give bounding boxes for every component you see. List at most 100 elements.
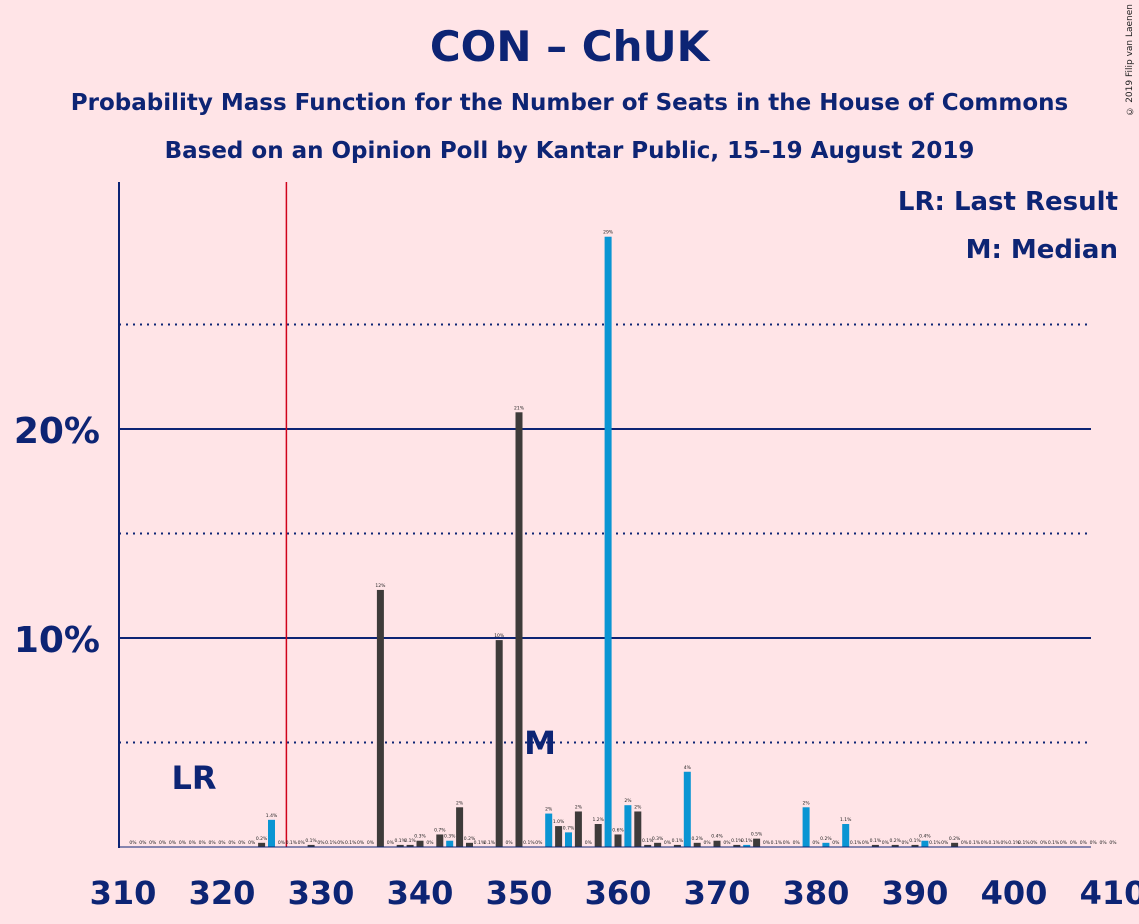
bar-seat-383 [842, 824, 850, 847]
bar-value-label: 0% [189, 840, 197, 846]
bar-value-label: 0% [862, 840, 870, 846]
bar-value-label: 1.1% [840, 817, 852, 823]
bar-value-label: 0.1% [345, 840, 357, 846]
bar-value-label: 0.4% [711, 834, 723, 840]
bar-value-label: 0% [228, 840, 236, 846]
bar-value-label: 0.1% [1048, 840, 1060, 846]
bar-seat-386 [871, 844, 879, 847]
bar-value-label: 0.4% [919, 834, 931, 840]
bar-seat-338 [396, 844, 404, 847]
bar-value-label: 0.1% [523, 840, 535, 846]
legend-last-result: LR: Last Result [898, 187, 1118, 217]
bar-value-label: 0.1% [325, 840, 337, 846]
x-tick-label: 340 [387, 874, 454, 912]
bar-seat-348 [495, 640, 503, 847]
bar-value-label: 21% [514, 405, 525, 411]
bar-value-label: 0% [763, 840, 771, 846]
last-result-marker: LR [171, 759, 216, 797]
bar-seat-381 [822, 842, 830, 847]
bar-value-label: 0% [1060, 840, 1068, 846]
bar-seat-390 [911, 844, 919, 847]
bar-value-label: 10% [494, 633, 505, 639]
x-tick-label: 350 [486, 874, 553, 912]
bar-value-label: 0% [199, 840, 207, 846]
bar-value-label: 0% [1109, 840, 1117, 846]
bar-seat-363 [644, 844, 652, 847]
bar-value-label: 0% [506, 840, 514, 846]
bar-seat-353 [545, 813, 553, 847]
bar-seat-356 [574, 811, 582, 847]
bar-seat-364 [654, 842, 662, 847]
bar-value-label: 0% [961, 840, 969, 846]
bar-value-label: 0% [159, 840, 167, 846]
bar-seat-342 [436, 834, 444, 847]
bar-value-label: 0.2% [691, 836, 703, 842]
x-tick-label: 360 [585, 874, 652, 912]
bar-value-label: 0.2% [256, 836, 268, 842]
bar-value-label: 0% [149, 840, 157, 846]
bar-seat-340 [416, 840, 424, 847]
bar-value-label: 0% [1070, 840, 1078, 846]
bar-value-label: 0.1% [929, 840, 941, 846]
bar-value-label: 0% [337, 840, 345, 846]
chart-subtitle: Probability Mass Function for the Number… [70, 90, 1069, 116]
bar-value-label: 0.2% [464, 836, 476, 842]
bar-value-label: 0% [1030, 840, 1038, 846]
bar-value-label: 0% [664, 840, 672, 846]
bar-value-label: 0.1% [909, 838, 921, 844]
bar-value-label: 0.2% [820, 836, 832, 842]
bar-value-label: 0.5% [751, 832, 763, 838]
bar-value-label: 0% [169, 840, 177, 846]
bar-value-label: 0.1% [484, 840, 496, 846]
bar-seat-388 [891, 844, 899, 847]
bar-value-label: 0.3% [652, 836, 664, 842]
bar-value-label: 0.1% [969, 840, 981, 846]
bar-value-label: 0% [278, 840, 286, 846]
bar-value-label: 2% [575, 804, 583, 810]
bar-value-label: 0% [367, 840, 375, 846]
bar-value-label: 0% [723, 840, 731, 846]
bar-seat-344 [456, 807, 464, 847]
bar-value-label: 0% [317, 840, 325, 846]
bar-value-label: 0.1% [850, 840, 862, 846]
bar-seat-361 [624, 805, 632, 847]
bar-value-label: 0.3% [444, 834, 456, 840]
bar-seat-379 [802, 807, 810, 847]
bar-value-label: 0.7% [563, 825, 575, 831]
bar-seat-325 [268, 819, 275, 847]
bar-seat-370 [713, 840, 721, 847]
bar-value-label: 0% [298, 840, 306, 846]
bar-seat-374 [753, 838, 761, 847]
bar-value-label: 4% [684, 765, 692, 771]
bar-value-label: 1.2% [592, 817, 604, 823]
bar-seat-366 [673, 844, 681, 847]
y-tick-label: 10% [14, 620, 100, 661]
bar-value-label: 0.2% [889, 838, 901, 844]
bar-seat-329 [307, 844, 315, 847]
bar-value-label: 0% [535, 840, 543, 846]
bar-value-label: 0.1% [771, 840, 783, 846]
bar-value-label: 0% [585, 840, 593, 846]
bar-value-label: 0.1% [672, 838, 684, 844]
bar-value-label: 0% [387, 840, 395, 846]
bar-value-label: 0% [139, 840, 147, 846]
median-marker: M [524, 724, 556, 762]
bar-value-label: 0.1% [305, 838, 317, 844]
x-tick-label: 310 [90, 874, 157, 912]
legend-median: M: Median [966, 235, 1118, 265]
bar-seat-354 [555, 826, 563, 847]
bar-seat-345 [466, 842, 473, 847]
bar-value-label: 0% [882, 840, 890, 846]
bar-value-label: 0% [357, 840, 365, 846]
bar-value-label: 0.1% [1018, 840, 1030, 846]
bar-value-label: 2% [624, 798, 632, 804]
bar-value-label: 0% [832, 840, 840, 846]
bar-seat-367 [683, 771, 691, 847]
bar-seat-362 [634, 811, 642, 847]
bar-seat-391 [921, 840, 929, 847]
x-tick-label: 320 [189, 874, 256, 912]
bar-value-label: 0% [218, 840, 226, 846]
bar-value-label: 0% [793, 840, 801, 846]
bar-value-label: 0% [981, 840, 989, 846]
